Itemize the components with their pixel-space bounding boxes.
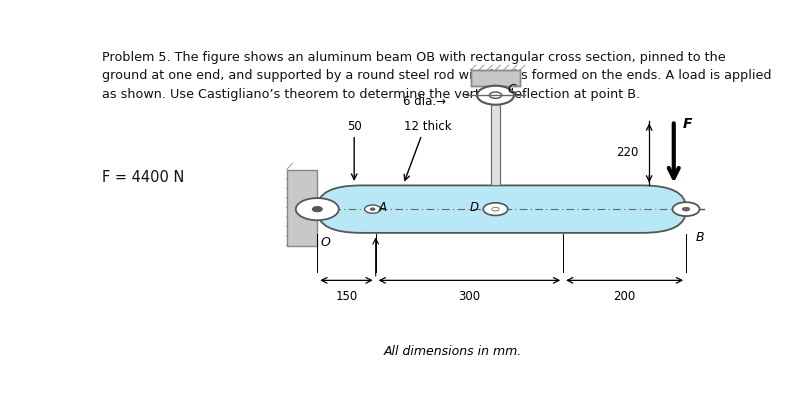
Circle shape xyxy=(682,207,690,211)
Circle shape xyxy=(365,205,381,213)
Text: 6 dia.→: 6 dia.→ xyxy=(404,95,446,108)
Bar xyxy=(491,90,500,185)
Circle shape xyxy=(370,208,375,210)
Text: 150: 150 xyxy=(335,290,358,303)
Text: 220: 220 xyxy=(615,146,638,159)
Text: F = 4400 N: F = 4400 N xyxy=(102,170,185,185)
Text: A: A xyxy=(379,201,387,214)
Text: Problem 5. The figure shows an aluminum beam OB with rectangular cross section, : Problem 5. The figure shows an aluminum … xyxy=(102,51,772,101)
Text: F: F xyxy=(683,118,692,132)
Text: 12 thick: 12 thick xyxy=(404,120,452,133)
Text: B: B xyxy=(695,231,704,244)
FancyBboxPatch shape xyxy=(317,185,686,233)
Text: C: C xyxy=(508,83,516,96)
Circle shape xyxy=(312,207,322,212)
Circle shape xyxy=(296,198,339,220)
Circle shape xyxy=(492,207,500,211)
Text: 50: 50 xyxy=(347,120,362,133)
Text: 300: 300 xyxy=(458,290,481,303)
Circle shape xyxy=(489,92,502,98)
Bar xyxy=(286,170,317,245)
Text: O: O xyxy=(320,236,330,249)
Text: 200: 200 xyxy=(614,290,636,303)
Circle shape xyxy=(672,202,699,216)
Bar xyxy=(471,70,520,86)
Circle shape xyxy=(477,86,514,105)
Circle shape xyxy=(483,203,508,215)
Text: All dimensions in mm.: All dimensions in mm. xyxy=(383,345,522,358)
Text: D: D xyxy=(469,201,478,215)
